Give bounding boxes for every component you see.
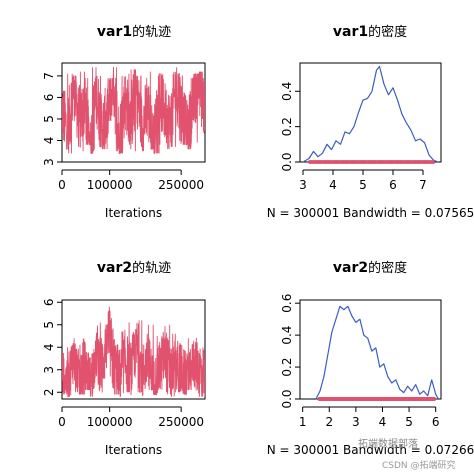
panel-title-suffix: 的轨迹 (132, 260, 171, 276)
watermark-text: 拓端数据部落 (358, 439, 418, 450)
x-axis-label: Iterations (105, 206, 162, 220)
panel-title-var: var2 (97, 260, 132, 276)
x-tick-label: 0 (58, 178, 66, 192)
y-tick-label: 0.2 (280, 358, 294, 377)
y-tick-label: 6 (42, 298, 56, 306)
panel-title: var2的轨迹 (97, 260, 171, 276)
panel-title-var: var1 (97, 24, 132, 40)
y-tick-label: 0.6 (280, 294, 294, 313)
y-tick-label: 7 (42, 72, 56, 80)
x-tick-label: 100000 (87, 415, 133, 429)
panel-trace1: var1的轨迹 3 4 5 6 7 0 100000 250000 Iterations (42, 24, 206, 220)
trace-line (62, 66, 205, 154)
plot-frame (299, 62, 442, 163)
panel-title-suffix: 的密度 (368, 24, 407, 40)
panel-title-var: var1 (333, 24, 368, 40)
x-tick-label: 6 (389, 178, 397, 192)
y-tick-label: 5 (42, 115, 56, 123)
panel-title-suffix: 的轨迹 (132, 24, 171, 40)
x-tick-label: 3 (352, 415, 360, 429)
watermark-csdn: CSDN @拓端研究 (382, 461, 456, 471)
x-tick-label: 1 (299, 415, 307, 429)
y-tick-label: 4 (42, 137, 56, 145)
x-axis-label: N = 300001 Bandwidth = 0.07266 (267, 443, 474, 457)
y-tick-label: 0.4 (280, 326, 294, 345)
x-tick-label: 250000 (158, 415, 204, 429)
y-tick-label: 0.0 (280, 389, 294, 408)
y-tick-label: 6 (42, 94, 56, 102)
panel-title: var1的轨迹 (97, 24, 171, 40)
density-curve (302, 65, 439, 163)
rug-marks (318, 397, 436, 401)
y-tick-label: 2 (42, 388, 56, 396)
y-tick-label: 5 (42, 321, 56, 329)
x-tick-label: 100000 (87, 178, 133, 192)
x-tick-label: 2 (325, 415, 333, 429)
panel-title: var2的密度 (333, 260, 407, 276)
y-tick-label: 0.4 (280, 82, 294, 101)
x-tick-label: 5 (405, 415, 413, 429)
y-tick-label: 3 (42, 366, 56, 374)
x-tick-label: 0 (58, 415, 66, 429)
x-tick-label: 3 (299, 178, 307, 192)
x-axis-label: N = 300001 Bandwidth = 0.07565 (267, 206, 474, 220)
x-axis-label: Iterations (105, 443, 162, 457)
trace-line (62, 306, 205, 398)
panel-density1: var1的密度 0.0 0.2 0.4 3 4 5 6 7 N = 300001 Bandwidt… (267, 24, 474, 220)
y-tick-label: 4 (42, 343, 56, 351)
y-tick-label: 3 (42, 158, 56, 166)
x-tick-label: 7 (419, 178, 427, 192)
panel-density2: var2的密度 0.0 0.2 0.4 0.6 1 2 3 4 5 6 N = 300001 Band… (267, 260, 474, 457)
x-tick-label: 4 (379, 415, 387, 429)
y-tick-label: 0.2 (280, 117, 294, 136)
x-tick-label: 5 (359, 178, 367, 192)
x-tick-label: 6 (432, 415, 440, 429)
plot-frame (299, 299, 442, 400)
x-tick-label: 250000 (158, 178, 204, 192)
y-tick-label: 0.0 (280, 152, 294, 171)
panel-trace2: var2的轨迹 2 3 4 5 6 0 100000 250000 Iterations (42, 260, 206, 457)
x-tick-label: 4 (329, 178, 337, 192)
panel-title-suffix: 的密度 (368, 260, 407, 276)
density-curve (315, 305, 439, 400)
rug-marks (308, 160, 435, 164)
panel-title: var1的密度 (333, 24, 407, 40)
panel-title-var: var2 (333, 260, 368, 276)
